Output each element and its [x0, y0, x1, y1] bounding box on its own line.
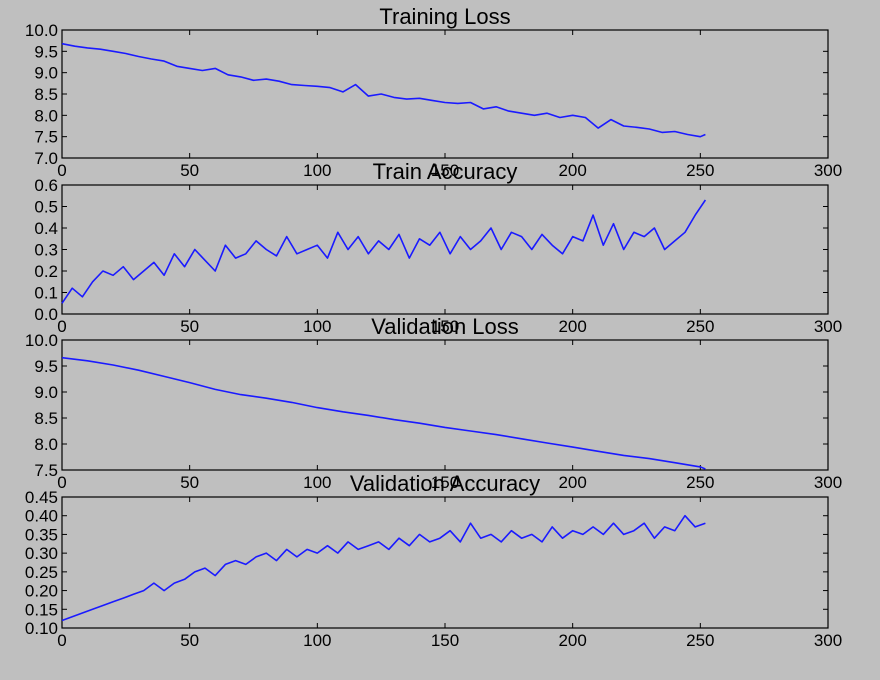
x-tick-label: 50 [180, 473, 199, 492]
x-tick-label: 300 [814, 161, 842, 180]
x-tick-label: 300 [814, 631, 842, 650]
subplot-4: 0 50 100 150 200 250 3000.100.150.200.250.300.… [25, 471, 842, 650]
x-tick-label: 100 [303, 473, 331, 492]
y-tick-label: 7.0 [34, 149, 58, 168]
y-tick-label: 0.3 [34, 241, 58, 260]
x-tick-label: 150 [431, 631, 459, 650]
x-tick-label: 150 [431, 473, 459, 492]
y-tick-label: 0.25 [25, 563, 58, 582]
y-tick-label: 8.0 [34, 435, 58, 454]
subplot-2: 0 50 100 150 200 250 300 0.0 0.1 0.2 0.3 0.4 0.5 0.6 T… [34, 159, 842, 336]
y-tick-label: 0.0 [34, 305, 58, 324]
axes-frame [61, 29, 829, 159]
x-tick-label: 100 [303, 631, 331, 650]
y-tick-label: 8.5 [34, 85, 58, 104]
chart-title: Training Loss [379, 4, 510, 29]
subplot-1: 0 50 100 150 200 250 300 7.0 7.5 8.0 8.5 9.0 9.5 10.0… [25, 4, 842, 180]
y-tick-label: 0.45 [25, 488, 58, 507]
y-tick-label: 10.0 [25, 21, 58, 40]
y-tick-label: 0.6 [34, 176, 58, 195]
x-tick-label: 100 [303, 161, 331, 180]
y-tick-label: 9.5 [34, 42, 58, 61]
x-tick-label: 200 [558, 317, 586, 336]
y-tick-label: 10.0 [25, 331, 58, 350]
y-tick-label: 9.5 [34, 357, 58, 376]
y-tick-label: 0.1 [34, 284, 58, 303]
axes-frame [61, 339, 829, 471]
x-tick-label: 250 [686, 473, 714, 492]
axes-frame [61, 184, 829, 315]
x-tick-label: 250 [686, 161, 714, 180]
y-tick-label: 0.20 [25, 582, 58, 601]
chart-title: Train Accuracy [373, 159, 518, 184]
y-tick-label: 7.5 [34, 461, 58, 480]
x-tick-label: 200 [558, 631, 586, 650]
x-tick-label: 50 [180, 631, 199, 650]
chart-title: Validation Loss [371, 314, 519, 339]
y-tick-label: 7.5 [34, 128, 58, 147]
y-tick-label: 9.0 [34, 383, 58, 402]
subplot-3: 0 50 100 150 200 250 300 7.5 8.0 8.5 9.0 9.5 10.0 Val… [25, 314, 842, 492]
x-tick-label: 300 [814, 473, 842, 492]
x-tick-label: 0 [57, 317, 66, 336]
x-tick-label: 250 [686, 631, 714, 650]
x-tick-label: 100 [303, 317, 331, 336]
y-tick-label: 0.10 [25, 619, 58, 638]
y-tick-label: 8.5 [34, 409, 58, 428]
x-tick-label: 250 [686, 317, 714, 336]
axes-frame [61, 496, 829, 629]
x-tick-label: 200 [558, 161, 586, 180]
series-line [61, 514, 706, 622]
x-tick-label: 0 [57, 473, 66, 492]
y-tick-label: 9.0 [34, 64, 58, 83]
x-tick-label: 300 [814, 317, 842, 336]
x-tick-label: 150 [431, 317, 459, 336]
y-tick-label: 0.15 [25, 600, 58, 619]
series-line [61, 199, 707, 304]
y-tick-label: 0.35 [25, 525, 58, 544]
x-tick-label: 0 [57, 161, 66, 180]
chart-title: Validation Accuracy [350, 471, 540, 496]
x-tick-label: 150 [431, 161, 459, 180]
y-tick-label: 0.4 [34, 219, 58, 238]
series-line [61, 356, 706, 470]
y-tick-label: 8.0 [34, 106, 58, 125]
x-tick-label: 200 [558, 473, 586, 492]
y-tick-label: 0.30 [25, 544, 58, 563]
y-tick-label: 0.5 [34, 198, 58, 217]
x-tick-label: 50 [180, 161, 199, 180]
y-tick-label: 0.40 [25, 507, 58, 526]
x-tick-label: 0 [57, 631, 66, 650]
y-tick-label: 0.2 [34, 262, 58, 281]
x-tick-label: 50 [180, 317, 199, 336]
series-line [61, 42, 706, 138]
